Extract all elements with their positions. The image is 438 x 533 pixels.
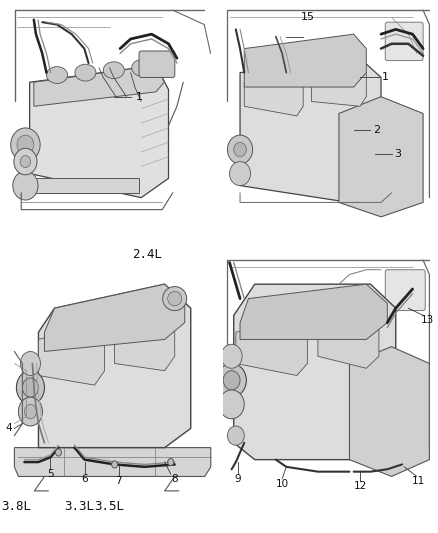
Polygon shape bbox=[39, 284, 191, 448]
Ellipse shape bbox=[227, 135, 253, 164]
Polygon shape bbox=[240, 284, 387, 340]
Polygon shape bbox=[318, 308, 379, 368]
Ellipse shape bbox=[21, 351, 40, 376]
Polygon shape bbox=[34, 174, 139, 193]
Text: 15: 15 bbox=[300, 12, 314, 22]
Ellipse shape bbox=[17, 135, 34, 155]
Ellipse shape bbox=[168, 458, 174, 466]
Ellipse shape bbox=[223, 370, 240, 390]
Text: 9: 9 bbox=[235, 474, 241, 484]
Ellipse shape bbox=[11, 128, 40, 161]
Text: 10: 10 bbox=[276, 479, 289, 489]
Text: 2: 2 bbox=[373, 125, 380, 135]
Ellipse shape bbox=[18, 397, 42, 426]
Polygon shape bbox=[115, 308, 175, 370]
Polygon shape bbox=[244, 34, 366, 87]
Text: 1: 1 bbox=[382, 72, 389, 83]
Ellipse shape bbox=[14, 148, 37, 175]
Text: 11: 11 bbox=[412, 477, 425, 486]
Ellipse shape bbox=[75, 64, 96, 81]
Ellipse shape bbox=[46, 67, 67, 84]
Ellipse shape bbox=[56, 449, 61, 456]
Ellipse shape bbox=[112, 461, 117, 468]
Ellipse shape bbox=[132, 59, 153, 76]
Polygon shape bbox=[240, 58, 381, 203]
Ellipse shape bbox=[230, 161, 251, 185]
Text: 13: 13 bbox=[420, 315, 434, 325]
Polygon shape bbox=[234, 284, 396, 459]
Text: 3: 3 bbox=[394, 149, 401, 159]
Ellipse shape bbox=[162, 287, 187, 311]
Ellipse shape bbox=[20, 156, 31, 167]
Ellipse shape bbox=[221, 344, 242, 368]
Text: 7: 7 bbox=[115, 477, 122, 486]
Ellipse shape bbox=[22, 378, 39, 397]
Polygon shape bbox=[311, 63, 366, 106]
Ellipse shape bbox=[168, 292, 182, 306]
Text: 6: 6 bbox=[81, 474, 88, 484]
Polygon shape bbox=[34, 66, 164, 106]
Ellipse shape bbox=[16, 370, 45, 405]
Polygon shape bbox=[236, 316, 307, 376]
Text: 1: 1 bbox=[135, 92, 142, 102]
FancyBboxPatch shape bbox=[385, 270, 425, 311]
Ellipse shape bbox=[13, 171, 38, 200]
Text: 12: 12 bbox=[353, 481, 367, 491]
Polygon shape bbox=[14, 448, 211, 477]
Ellipse shape bbox=[217, 364, 246, 397]
Polygon shape bbox=[45, 284, 185, 351]
Text: 5: 5 bbox=[47, 469, 54, 479]
Ellipse shape bbox=[103, 62, 124, 79]
Ellipse shape bbox=[25, 405, 36, 419]
Ellipse shape bbox=[234, 142, 246, 157]
FancyBboxPatch shape bbox=[139, 51, 175, 77]
Polygon shape bbox=[244, 72, 303, 116]
Polygon shape bbox=[30, 66, 169, 198]
Text: 3.8L: 3.8L bbox=[2, 500, 32, 513]
FancyBboxPatch shape bbox=[385, 22, 423, 61]
Text: 2.4L: 2.4L bbox=[132, 248, 162, 261]
Ellipse shape bbox=[219, 390, 244, 419]
Polygon shape bbox=[339, 96, 423, 217]
Text: 8: 8 bbox=[171, 474, 178, 484]
Polygon shape bbox=[350, 346, 429, 477]
Text: 3.3L: 3.3L bbox=[64, 500, 94, 513]
Ellipse shape bbox=[227, 426, 244, 445]
Text: 3.5L: 3.5L bbox=[95, 500, 124, 513]
Polygon shape bbox=[39, 322, 105, 385]
Text: 4: 4 bbox=[5, 423, 12, 433]
